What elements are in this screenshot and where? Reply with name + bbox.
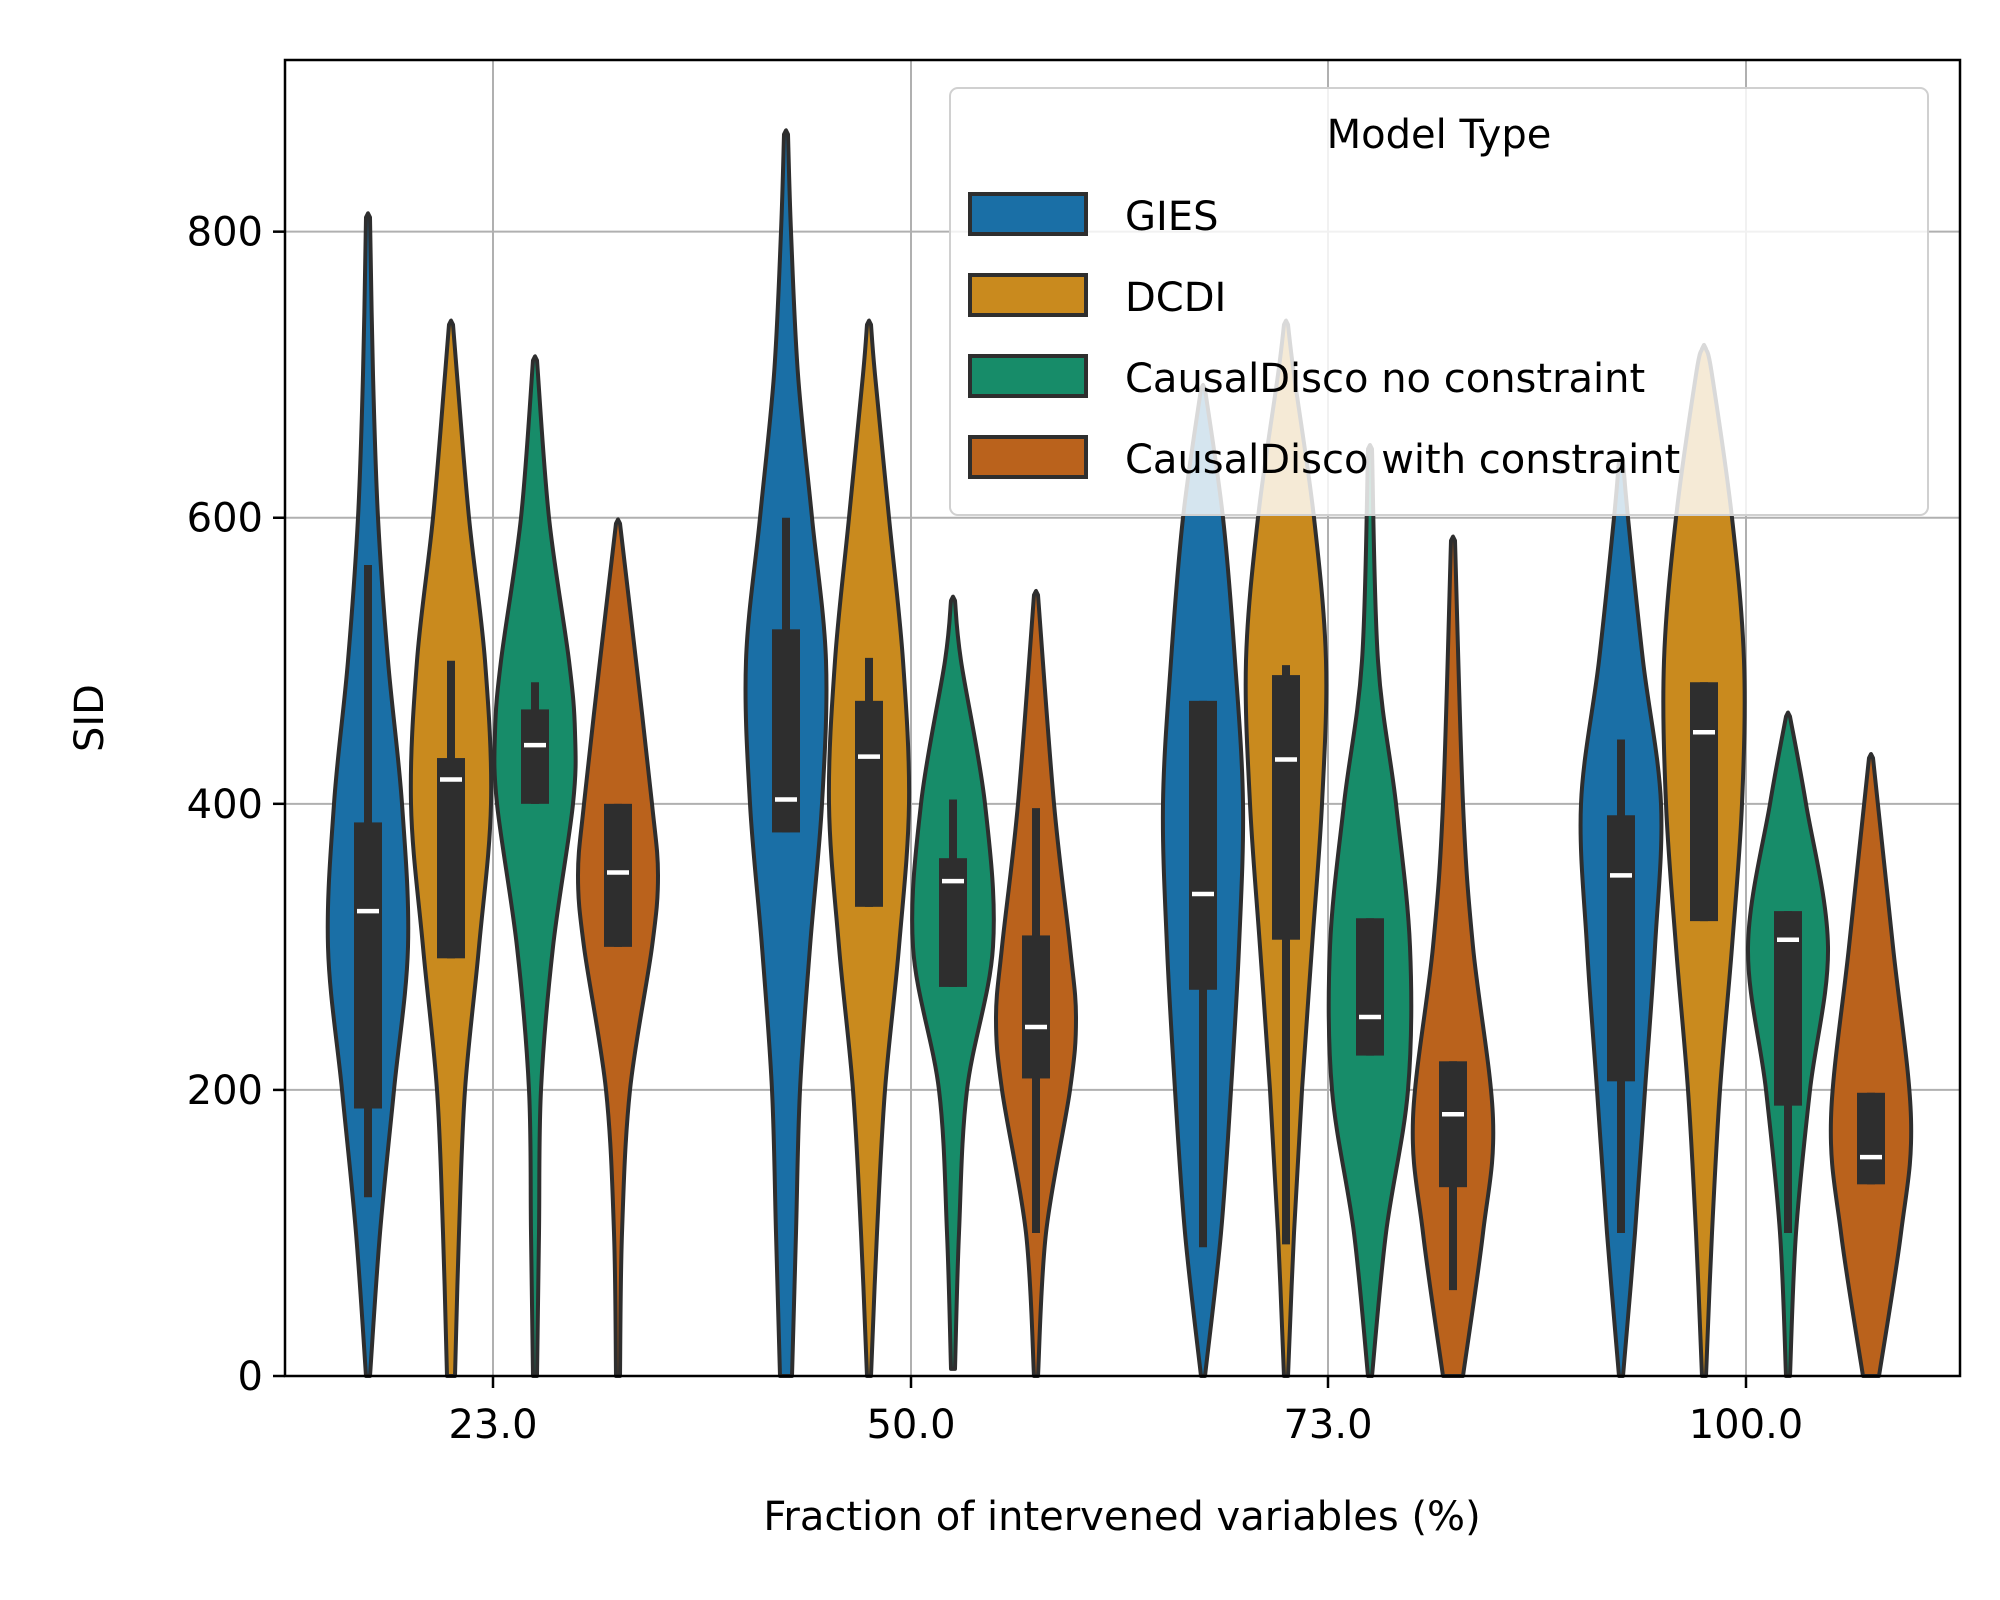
legend-swatch [968,192,1088,236]
y-tick-label: 0 [238,1354,263,1400]
violin-box [1439,1061,1467,1188]
violin-box [772,629,800,833]
violin-body [1410,534,1496,1378]
violin-dcdi-50.0 [826,318,912,1378]
legend-label: GIES [1125,194,1218,240]
legend-frame [949,87,1929,516]
x-tick-label: 23.0 [448,1402,537,1448]
violin-box [1607,815,1635,1082]
y-tick-label: 600 [187,496,263,542]
y-tick-label: 200 [187,1068,263,1114]
y-tick-label: 400 [187,782,263,828]
y-tick-label: 800 [187,210,263,256]
legend-swatch [968,273,1088,317]
violin-gies-73.0 [1160,383,1246,1378]
legend: Model Type GIES DCDI CausalDisco no constr… [949,87,1929,516]
violin-dcdi-100.0 [1661,342,1747,1378]
violin-body [576,517,660,1378]
violin-box [1857,1092,1885,1185]
legend-swatch [968,435,1088,479]
violin-box [1189,700,1217,990]
legend-label: CausalDisco no constraint [1125,356,1645,402]
violin-box [354,822,382,1109]
x-axis-title: Fraction of intervened variables (%) [763,1494,1480,1540]
violin-box [939,858,967,987]
y-axis-ticks: 0 200 400 600 800 [187,210,285,1400]
violin-causaldisco-with-constraint-50.0 [994,588,1078,1378]
violin-box [1690,682,1718,922]
x-axis-ticks: 23.0 50.0 73.0 100.0 [448,1376,1803,1448]
legend-label: DCDI [1125,275,1226,321]
x-tick-label: 100.0 [1689,1402,1804,1448]
violin-dcdi-23.0 [408,318,494,1378]
legend-swatch [968,354,1088,398]
legend-label: CausalDisco with constraint [1125,437,1680,483]
violin-gies-23.0 [325,211,411,1378]
y-axis-title: SID [67,684,113,752]
violin-causaldisco-no-constraint-23.0 [492,354,578,1378]
violin-box [1022,935,1050,1079]
violin-box [855,700,883,907]
legend-entries: GIES DCDI CausalDisco no constraint CausalD… [968,192,1680,483]
x-tick-label: 50.0 [866,1402,955,1448]
violin-causaldisco-with-constraint-73.0 [1410,534,1496,1378]
violin-box [437,758,465,959]
violin-body [1828,752,1914,1378]
plot-area-border [283,58,1962,1378]
x-tick-label: 73.0 [1283,1402,1372,1448]
violin-box [1356,918,1384,1056]
violin-box [604,803,632,947]
violin-box [1272,675,1300,940]
legend-title: Model Type [1327,112,1552,158]
violin-body [492,354,578,1378]
violin-causaldisco-no-constraint-100.0 [1745,710,1831,1378]
violin-causaldisco-no-constraint-50.0 [910,594,996,1371]
violin-plots [325,128,1914,1378]
violin-gies-50.0 [743,128,829,1378]
violin-box [1774,911,1802,1106]
violin-causaldisco-with-constraint-100.0 [1828,752,1914,1378]
violin-box [521,709,549,804]
violin-causaldisco-with-constraint-23.0 [576,517,660,1378]
